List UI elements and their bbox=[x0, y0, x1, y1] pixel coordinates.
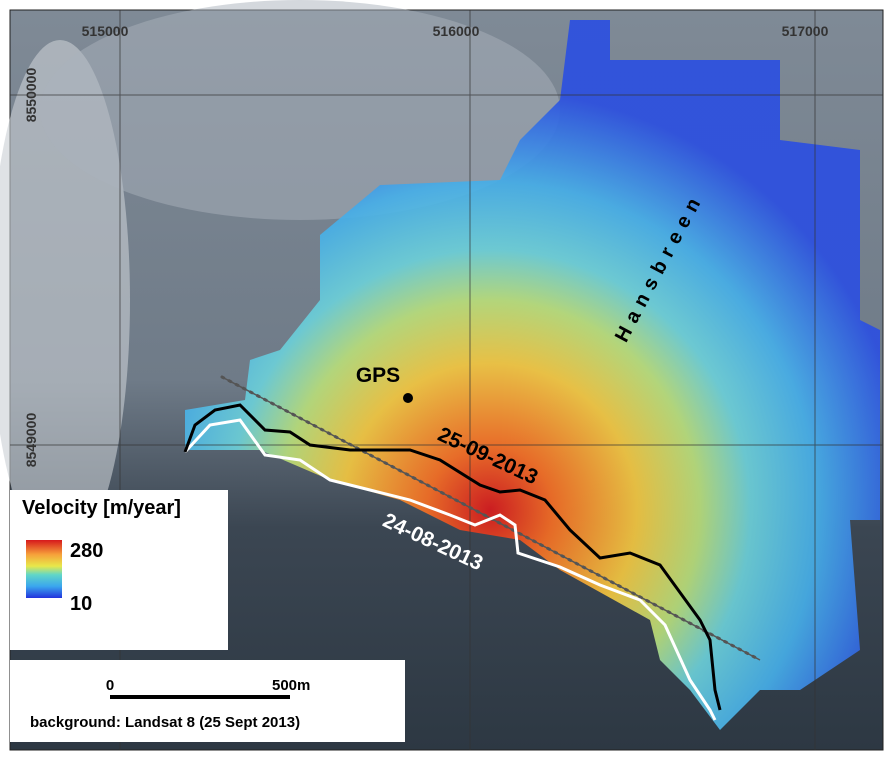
legend-ramp bbox=[26, 540, 62, 598]
northing-label: 8550000 bbox=[23, 68, 39, 123]
scale-box: 0 500m background: Landsat 8 (25 Sept 20… bbox=[10, 660, 405, 742]
gps-point bbox=[403, 393, 413, 403]
legend-min: 10 bbox=[70, 593, 92, 615]
easting-label: 516000 bbox=[433, 23, 480, 39]
scale-background bbox=[10, 660, 405, 742]
northing-label: 8549000 bbox=[23, 413, 39, 468]
legend-title: Velocity [m/year] bbox=[22, 497, 181, 519]
legend-max: 280 bbox=[70, 540, 103, 562]
cloud bbox=[40, 0, 560, 220]
easting-label: 515000 bbox=[82, 23, 129, 39]
credit: background: Landsat 8 (25 Sept 2013) bbox=[30, 714, 300, 731]
velocity-field bbox=[185, 20, 880, 730]
gps-label: GPS bbox=[356, 364, 400, 387]
front-25-09-2013 bbox=[183, 403, 722, 711]
scale-start: 0 bbox=[106, 677, 114, 694]
front-24-08-2013 bbox=[183, 418, 717, 721]
scale-end: 500m bbox=[272, 677, 310, 694]
easting-label: 517000 bbox=[782, 23, 829, 39]
legend: Velocity [m/year] 280 10 bbox=[10, 490, 228, 650]
grid-labels: 515000 516000 517000 8550000 8549000 bbox=[23, 23, 829, 467]
grid bbox=[10, 10, 883, 750]
